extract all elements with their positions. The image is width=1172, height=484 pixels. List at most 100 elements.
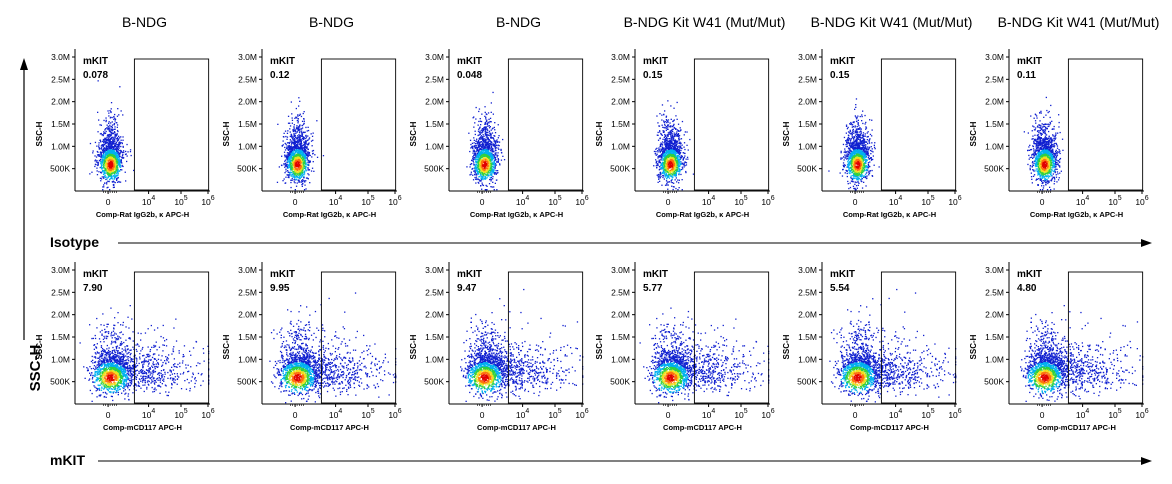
data-point xyxy=(475,168,477,170)
data-point xyxy=(477,178,479,180)
data-point xyxy=(305,146,307,148)
data-point xyxy=(675,145,678,147)
data-point xyxy=(489,155,491,157)
data-point xyxy=(479,133,481,135)
data-point xyxy=(292,142,294,144)
data-point xyxy=(105,117,107,119)
data-point xyxy=(673,146,675,148)
data-point xyxy=(301,156,304,158)
data-point xyxy=(120,161,122,163)
data-point xyxy=(282,140,284,142)
data-point xyxy=(113,147,115,149)
data-point xyxy=(661,134,663,136)
data-point xyxy=(483,171,485,173)
data-point xyxy=(110,151,112,154)
data-point xyxy=(672,188,674,191)
data-point xyxy=(101,156,103,158)
data-point xyxy=(680,142,682,144)
data-point xyxy=(108,155,110,158)
data-point xyxy=(488,147,490,150)
data-point xyxy=(297,120,299,122)
data-point xyxy=(286,165,288,167)
data-point xyxy=(491,137,493,139)
data-point xyxy=(296,171,298,173)
data-point xyxy=(114,168,116,170)
data-point xyxy=(116,124,119,126)
data-point xyxy=(670,118,672,120)
data-point xyxy=(478,150,480,152)
data-point xyxy=(298,151,300,153)
data-point xyxy=(118,161,120,163)
data-point xyxy=(485,157,487,159)
data-point xyxy=(490,137,492,139)
data-point xyxy=(477,159,479,161)
data-point xyxy=(287,146,289,148)
data-point xyxy=(684,165,686,167)
data-point xyxy=(115,161,117,163)
data-point xyxy=(489,176,491,179)
data-point xyxy=(678,162,680,164)
data-point xyxy=(311,150,314,152)
data-point xyxy=(109,165,112,167)
data-point xyxy=(111,153,114,156)
data-point xyxy=(669,149,672,151)
data-point xyxy=(489,134,492,136)
data-point xyxy=(657,176,659,178)
data-point xyxy=(658,125,660,127)
data-point xyxy=(113,165,115,167)
y-tick-label: 2.5M xyxy=(238,74,257,84)
data-point xyxy=(683,152,685,154)
data-point xyxy=(301,164,303,167)
data-point xyxy=(669,145,671,147)
data-point xyxy=(118,156,120,158)
data-point xyxy=(491,172,493,174)
data-point xyxy=(108,164,110,166)
data-point xyxy=(669,143,671,145)
data-point xyxy=(495,173,497,175)
data-point xyxy=(662,131,665,133)
data-point xyxy=(479,126,481,128)
data-point xyxy=(473,145,476,148)
data-point xyxy=(669,173,671,176)
data-point xyxy=(677,135,679,137)
data-point xyxy=(113,150,116,152)
data-point xyxy=(305,180,307,182)
data-point xyxy=(683,162,685,164)
data-point xyxy=(486,171,488,173)
data-point xyxy=(284,149,287,151)
data-point xyxy=(298,161,300,163)
data-point xyxy=(104,176,106,178)
data-point xyxy=(114,132,116,134)
data-point xyxy=(291,159,294,161)
data-point xyxy=(105,138,107,141)
data-point xyxy=(113,118,115,120)
data-point xyxy=(478,163,480,165)
data-point xyxy=(300,167,302,169)
data-point xyxy=(106,147,108,149)
data-point xyxy=(294,179,296,181)
data-point xyxy=(301,175,303,178)
data-point xyxy=(666,175,668,177)
data-point xyxy=(300,147,302,149)
data-point xyxy=(664,133,666,136)
data-point xyxy=(678,182,680,184)
data-point xyxy=(676,118,678,120)
data-point xyxy=(298,105,300,107)
data-point xyxy=(109,156,111,158)
data-point xyxy=(668,151,670,153)
data-point xyxy=(312,161,314,163)
data-point xyxy=(117,148,119,150)
data-point xyxy=(291,165,293,167)
data-point xyxy=(112,160,114,162)
data-point xyxy=(480,164,482,166)
data-point xyxy=(103,139,105,142)
data-point xyxy=(113,171,115,173)
data-point xyxy=(673,123,675,125)
data-point xyxy=(484,122,487,124)
data-point xyxy=(482,141,485,143)
data-point xyxy=(484,166,486,168)
data-point xyxy=(296,160,298,163)
data-point xyxy=(296,120,298,122)
data-point xyxy=(672,139,674,141)
data-point xyxy=(483,148,485,150)
